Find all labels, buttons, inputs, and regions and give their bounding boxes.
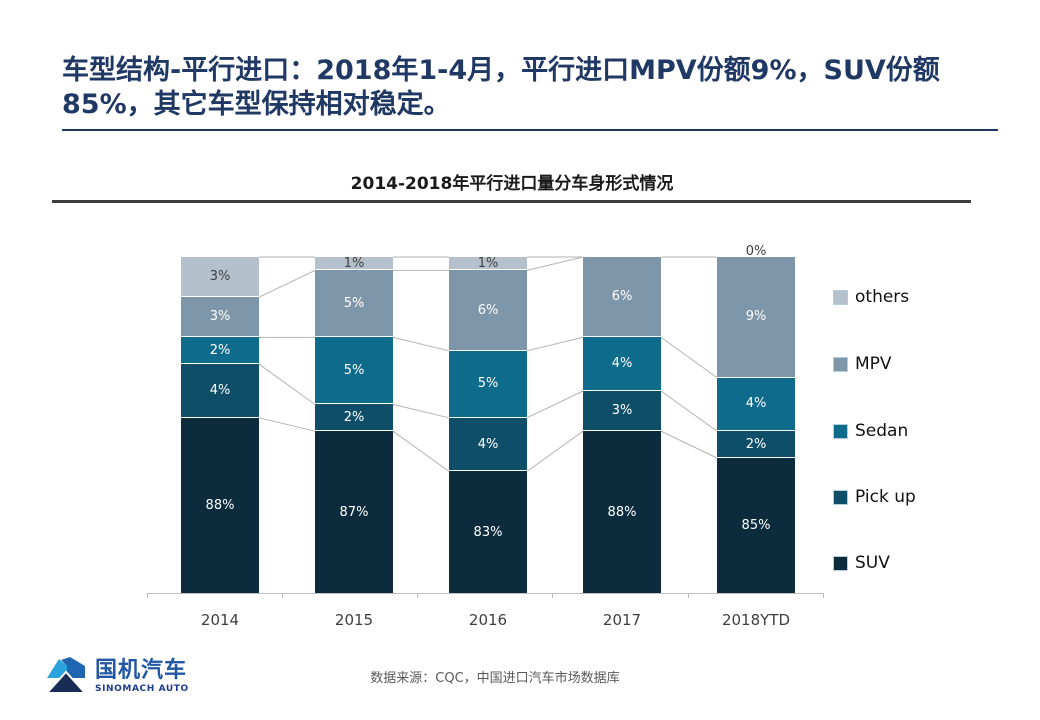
legend-item-others: others	[833, 287, 909, 307]
segment-suv-2018YTD: 85%	[717, 457, 795, 593]
segment-mpv-2016: 6%	[449, 270, 527, 351]
x-axis-label-2014: 2014	[200, 611, 240, 629]
segment-suv-2014: 88%	[181, 417, 259, 593]
legend-swatch-sedan-icon	[833, 423, 848, 439]
segment-mpv-2018YTD: 9%	[717, 257, 795, 378]
legend-label-suv: SUV	[855, 553, 890, 573]
x-axis-tick-3	[552, 593, 553, 598]
segment-sedan-2016: 5%	[449, 350, 527, 418]
legend-label-sedan: Sedan	[855, 421, 909, 441]
segment-pick-up-2014: 4%	[181, 364, 259, 418]
segment-suv-2015: 87%	[315, 431, 393, 593]
chart-title-divider	[52, 200, 971, 203]
chart-title: 2014-2018年平行进口量分车身形式情况	[350, 174, 674, 194]
legend-swatch-pick-up-icon	[833, 489, 848, 505]
x-axis-label-2017: 2017	[602, 611, 642, 629]
legend-label-others: others	[855, 287, 910, 307]
source-note: 数据来源：CQC，中国进口汽车市场数据库	[370, 671, 620, 686]
company-logo: 国机汽车 SINOMACH AUTO	[46, 657, 189, 695]
x-axis-label-2016: 2016	[468, 611, 508, 629]
x-axis-line	[147, 593, 823, 594]
x-axis-label-2015: 2015	[334, 611, 374, 629]
segment-mpv-2014: 3%	[181, 297, 259, 338]
x-axis-tick-2	[417, 593, 418, 598]
logo-text: 国机汽车 SINOMACH AUTO	[95, 659, 189, 694]
legend-item-mpv: MPV	[833, 354, 892, 374]
legend-label-mpv: MPV	[855, 354, 892, 374]
segment-pick-up-2016: 4%	[449, 417, 527, 472]
logo-mountain-icon	[46, 657, 86, 694]
segment-suv-2016: 83%	[449, 471, 527, 593]
segment-others-2016: 1%	[449, 257, 527, 271]
bar-2015: 1% 5% 5% 2% 87%	[315, 257, 393, 593]
bar-2016: 1% 6% 5% 4% 83%	[449, 257, 527, 593]
segment-others-2014: 3%	[181, 257, 259, 298]
data-label-others-2018YTD: 0%	[745, 244, 767, 259]
segment-others-2015: 1%	[315, 257, 393, 271]
legend-swatch-suv-icon	[833, 555, 848, 571]
bar-2018YTD: 0% 9% 4% 2% 85%	[717, 244, 795, 593]
x-axis-tick-5	[823, 593, 824, 598]
segment-sedan-2018YTD: 4%	[717, 377, 795, 432]
segment-pick-up-2015: 2%	[315, 404, 393, 432]
legend-swatch-others-icon	[833, 289, 848, 305]
title-divider	[62, 129, 998, 131]
segment-mpv-2015: 5%	[315, 270, 393, 338]
segment-sedan-2017: 4%	[583, 337, 661, 391]
bar-2017: 6% 4% 3% 88%	[583, 257, 661, 593]
x-axis-tick-4	[688, 593, 689, 598]
legend-item-suv: SUV	[833, 553, 890, 573]
page-title: 车型结构-平行进口：2018年1-4月，平行进口MPV份额9%，SUV份额85%…	[62, 55, 940, 120]
legend-label-pick-up: Pick up	[855, 487, 916, 507]
legend-swatch-mpv-icon	[833, 356, 848, 372]
segment-mpv-2017: 6%	[583, 257, 661, 338]
bar-2014: 3% 3% 2% 4% 88%	[181, 257, 259, 593]
segment-pick-up-2017: 3%	[583, 390, 661, 432]
logo-name-en: SINOMACH AUTO	[95, 683, 189, 694]
segment-pick-up-2018YTD: 2%	[717, 431, 795, 458]
legend-item-pick-up: Pick up	[833, 487, 916, 507]
segment-suv-2017: 88%	[583, 431, 661, 593]
segment-sedan-2014: 2%	[181, 337, 259, 365]
segment-sedan-2015: 5%	[315, 337, 393, 405]
logo-name-cn: 国机汽车	[95, 657, 188, 683]
x-axis-tick-1	[282, 593, 283, 598]
x-axis-tick-0	[147, 593, 148, 598]
legend-item-sedan: Sedan	[833, 421, 908, 441]
x-axis-label-2018YTD: 2018YTD	[721, 611, 791, 629]
